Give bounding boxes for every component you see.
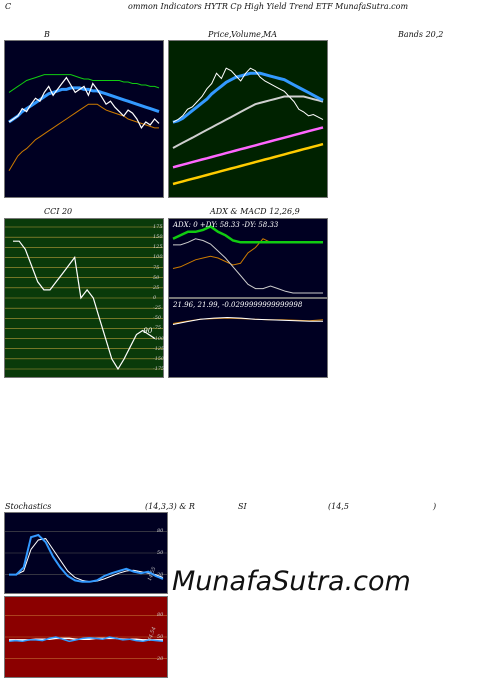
macd-chart [172,316,324,325]
header-title-left: C [5,2,12,11]
axis-tick-label: 25 [153,284,160,291]
axis-tick-label: 75 [153,264,160,271]
series-stoch-k [9,533,164,583]
series-upper-band [8,74,160,93]
cci-label: CCI 20 [44,207,73,216]
stochastics-chart [5,531,167,583]
axis-tick-label: 80 [157,612,164,619]
series-stoch-d [9,538,164,583]
series-price [8,76,160,130]
header-title: ommon Indicators HYTR Cp High Yield Tren… [128,2,409,11]
ma-label: MA [263,30,277,39]
series-lower-band [8,103,159,172]
series-ma-xlong [172,126,324,169]
price-ma-panel [168,40,328,198]
axis-tick-label: -75 [153,325,162,332]
watermark: MunafaSutra.com [172,566,411,597]
bands-label: Bands 20,2 [398,30,444,39]
macd-text: 21.96, 21.99, -0.0299999999999998 [173,301,303,309]
axis-tick-label: 150 [153,234,163,241]
axis-tick-label: 20 [157,571,164,578]
series-middle-band [8,86,160,124]
stoch-label: Stochastics [5,502,52,511]
series-macd [172,316,323,325]
series-ma-short [172,71,324,124]
axis-tick-label: -175 [153,366,165,372]
series-ma-long [172,95,324,149]
axis-tick-label: -150 [153,355,165,362]
axis-tick-label: 50 [153,274,160,281]
axis-tick-label: -125 [153,345,165,352]
series-cci [13,240,156,371]
price-ma-chart [172,67,324,186]
axis-tick-label: 50 [157,550,164,556]
axis-tick-label: 50 [157,634,164,640]
series-plus-di [172,225,323,244]
adx-chart [172,225,323,294]
axis-tick-label: 175 [153,224,163,230]
axis-tick-label: -50 [153,315,162,322]
stoch-params: (14,3,3) & R [145,502,195,511]
axis-tick-label: -25 [153,305,162,312]
series-volume-ma [172,142,324,186]
axis-tick-label: 0 [153,295,157,301]
series-adx [173,238,323,294]
axis-tick-label: 125 [153,244,163,251]
axis-tick-label: 20 [157,655,164,662]
adx-macd-label: ADX & MACD 12,26,9 [210,207,300,216]
adx-text: ADX: 0 +DY: 58.33 -DY: 58.33 [173,221,279,229]
stoch-close: ) [433,502,437,511]
bb-label: B [44,30,50,39]
axis-tick-label: 80 [157,528,164,535]
series-price [172,67,324,123]
stoch-si: SI [238,502,247,511]
rsi-panel: 80 50 20 44.54 [4,596,168,678]
cci-chart [5,226,163,371]
axis-tick-label: 100 [153,254,163,261]
volume-label: Volume, [231,30,264,39]
bollinger-panel [4,40,164,198]
rsi-chart [5,615,167,659]
macd-panel: 21.96, 21.99, -0.0299999999999998 [168,298,328,378]
cci-value: -90 [141,327,153,335]
axis-tick-label: -100 [153,335,165,342]
stoch-param2: (14,5 [328,502,349,511]
stochastics-panel: 80 50 20 14.55 [4,512,168,594]
bollinger-chart [8,74,160,172]
price-label: Price, [208,30,232,39]
series-rsi [8,636,164,643]
cci-panel: 175 150 125 100 75 50 25 0 -25 -50 -75 -100 -125 -150… [4,218,164,378]
adx-panel: ADX: 0 +DY: 58.33 -DY: 58.33 [168,218,328,298]
